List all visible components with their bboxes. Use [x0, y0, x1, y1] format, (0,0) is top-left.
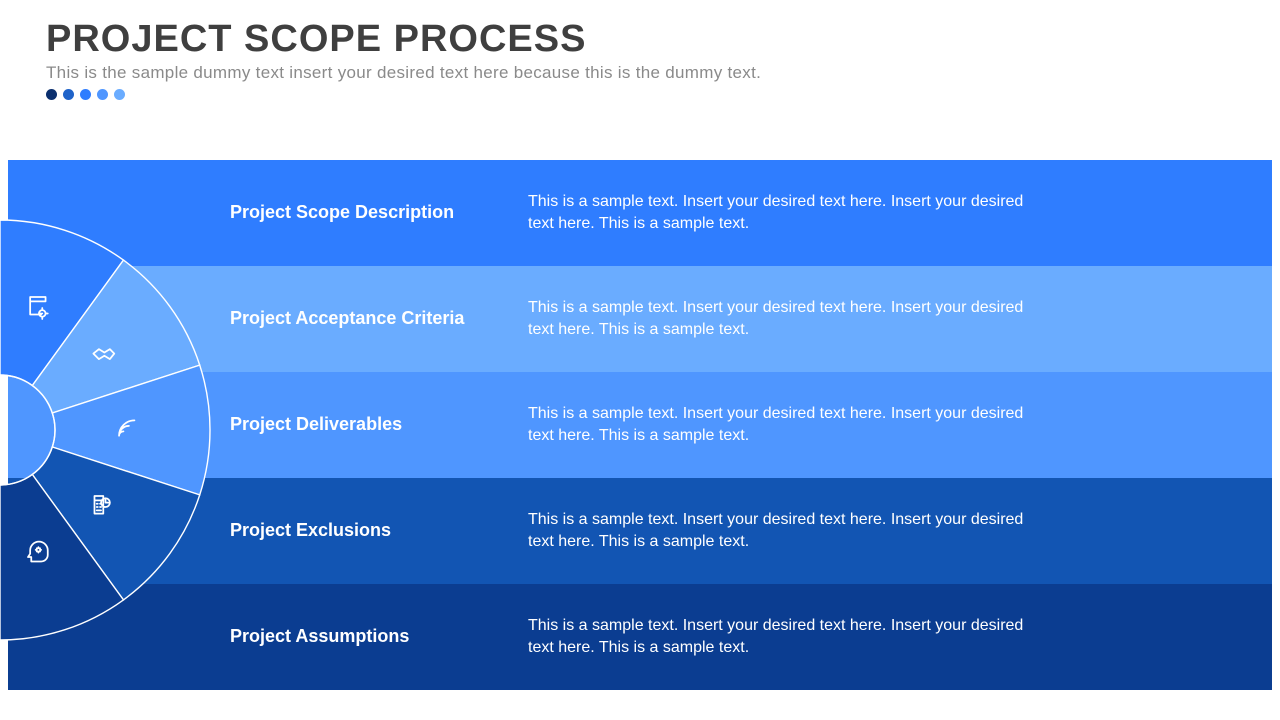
slide-header: PROJECT SCOPE PROCESS This is the sample… [0, 0, 1280, 100]
scope-row-2: Project Deliverables This is a sample tex… [8, 372, 1272, 478]
scope-row-desc: This is a sample text. Insert your desir… [528, 509, 1028, 554]
accent-dot [97, 89, 108, 100]
scope-row-desc: This is a sample text. Insert your desir… [528, 191, 1028, 236]
scope-diagram: Project Scope Description This is a sampl… [8, 160, 1272, 690]
slide-subtitle: This is the sample dummy text insert you… [46, 63, 1234, 83]
scope-row-label: Project Exclusions [230, 519, 480, 542]
scope-row-0: Project Scope Description This is a sampl… [8, 160, 1272, 266]
scope-row-label: Project Deliverables [230, 413, 480, 436]
accent-dot [63, 89, 74, 100]
scope-row-label: Project Assumptions [230, 625, 480, 648]
scope-row-desc: This is a sample text. Insert your desir… [528, 403, 1028, 448]
scope-row-label: Project Scope Description [230, 201, 480, 224]
scope-row-4: Project Assumptions This is a sample text… [8, 584, 1272, 690]
accent-dot [114, 89, 125, 100]
accent-dots [46, 89, 1234, 100]
scope-row-3: Project Exclusions This is a sample text.… [8, 478, 1272, 584]
scope-row-desc: This is a sample text. Insert your desir… [528, 297, 1028, 342]
accent-dot [46, 89, 57, 100]
scope-row-label: Project Acceptance Criteria [230, 307, 480, 330]
accent-dot [80, 89, 91, 100]
scope-row-1: Project Acceptance Criteria This is a sam… [8, 266, 1272, 372]
scope-row-desc: This is a sample text. Insert your desir… [528, 615, 1028, 660]
slide-title: PROJECT SCOPE PROCESS [46, 18, 1234, 61]
